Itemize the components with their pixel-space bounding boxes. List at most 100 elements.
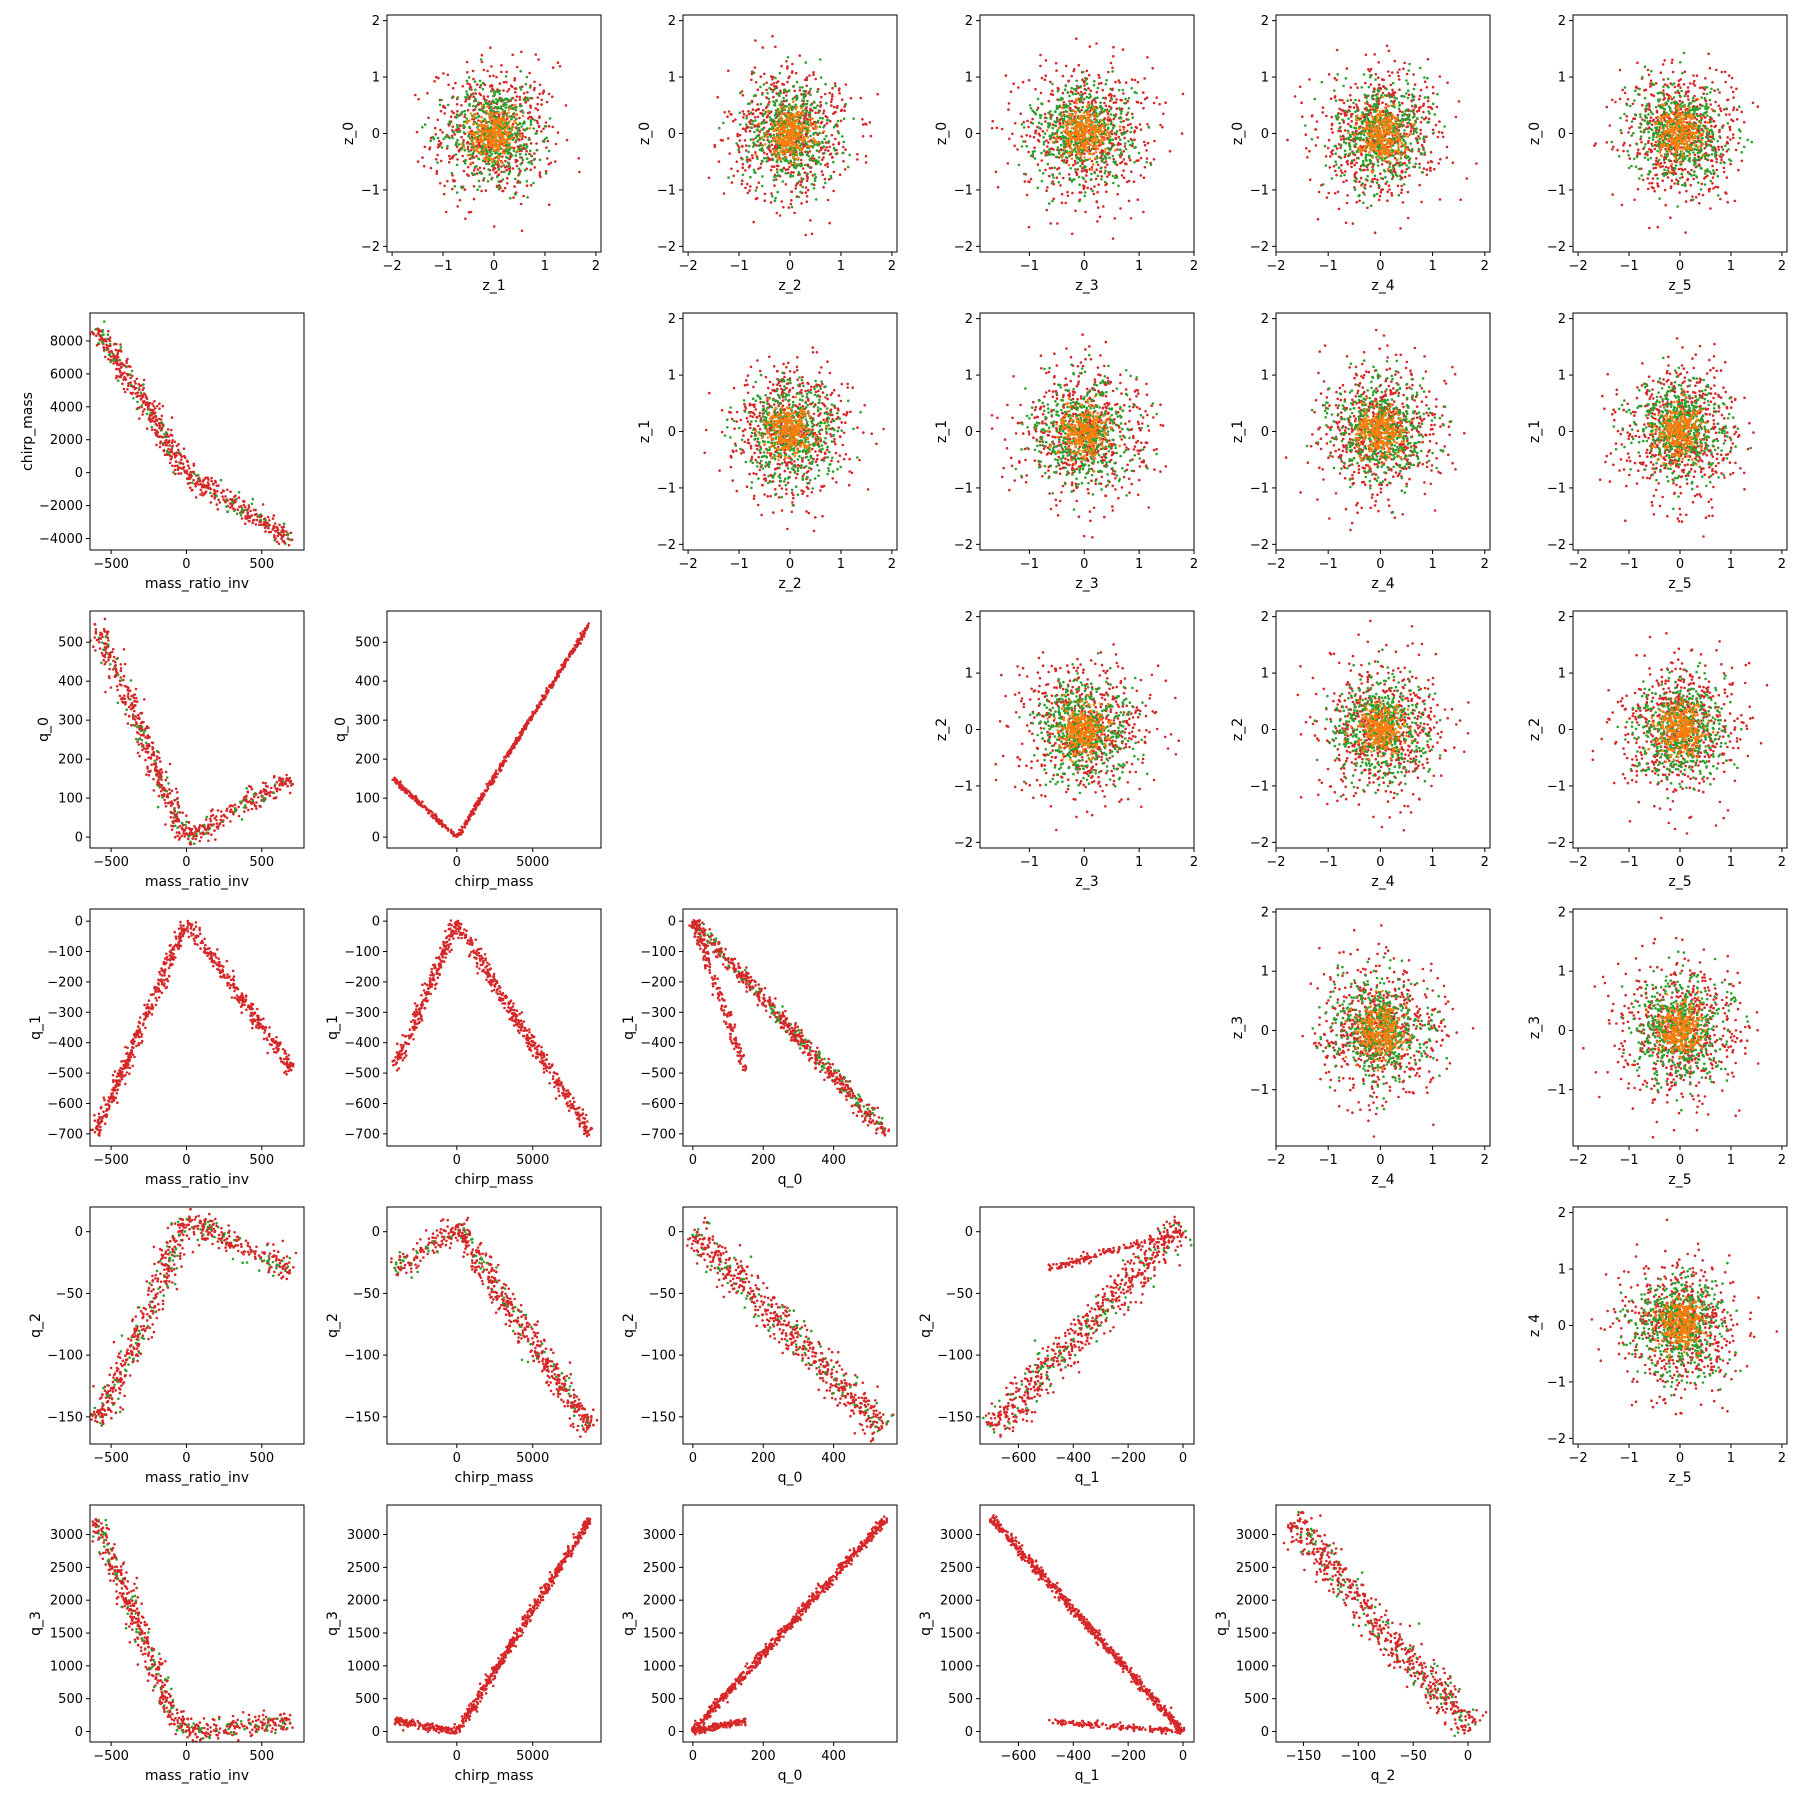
scatter-point: [717, 160, 721, 163]
scatter-point: [1123, 162, 1127, 165]
scatter-point: [448, 157, 452, 161]
scatter-point: [804, 191, 808, 194]
scatter-point: [1390, 191, 1393, 195]
scatter-point: [748, 129, 752, 133]
scatter-point: [801, 86, 804, 89]
scatter-point: [1054, 61, 1058, 65]
scatter-point: [756, 157, 759, 161]
scatter-point: [492, 140, 496, 143]
scatter-point: [1066, 194, 1070, 198]
scatter-point: [744, 186, 747, 190]
scatter-point: [787, 137, 790, 141]
scatter-point: [798, 173, 802, 176]
scatter-point: [1431, 85, 1435, 89]
scatter-point: [479, 58, 483, 61]
scatter-point: [1127, 118, 1130, 121]
scatter-point: [788, 104, 791, 107]
scatter-point: [1348, 147, 1352, 151]
scatter-point: [503, 120, 507, 123]
scatter-point: [1159, 123, 1162, 127]
scatter-point: [1082, 187, 1086, 190]
scatter-point: [1058, 104, 1061, 107]
scatter-point: [564, 104, 568, 107]
scatter-point: [1076, 121, 1080, 125]
scatter-point: [1406, 155, 1410, 158]
scatter-point: [439, 109, 443, 113]
scatter-point: [1365, 112, 1368, 116]
scatter-point: [805, 84, 808, 88]
scatter-point: [1396, 71, 1400, 74]
scatter-point: [1107, 115, 1110, 119]
scatter-point: [816, 104, 819, 107]
scatter-point: [781, 170, 784, 173]
scatter-point: [500, 116, 504, 119]
scatter-point: [1051, 140, 1055, 144]
scatter-point: [806, 136, 810, 139]
scatter-point: [497, 180, 501, 183]
scatter-point: [481, 81, 485, 85]
scatter-point: [825, 146, 828, 149]
scatter-point: [1103, 150, 1107, 154]
scatter-point: [1064, 84, 1068, 88]
scatter-point: [805, 153, 809, 157]
scatter-point: [1385, 44, 1389, 48]
scatter-point: [1369, 67, 1373, 71]
scatter-point: [450, 110, 454, 113]
scatter-point: [1128, 143, 1132, 147]
scatter-point: [1353, 158, 1356, 162]
scatter-point: [511, 138, 515, 142]
scatter-point: [760, 137, 763, 140]
scatter-point: [1094, 101, 1097, 104]
scatter-point: [820, 170, 824, 173]
scatter-point: [789, 202, 793, 206]
scatter-point: [1059, 143, 1063, 147]
scatter-point: [1099, 166, 1102, 170]
scatter-point: [736, 132, 739, 136]
scatter-point: [1385, 160, 1388, 164]
scatter-point: [487, 127, 490, 130]
scatter-point: [830, 104, 833, 107]
scatter-point: [1103, 161, 1106, 164]
scatter-point: [1120, 98, 1123, 102]
scatter-point: [812, 133, 815, 136]
scatter-point: [1109, 87, 1112, 91]
scatter-point: [1465, 177, 1469, 180]
scatter-point: [515, 95, 519, 98]
scatter-point: [463, 188, 467, 191]
scatter-point: [1331, 131, 1334, 134]
scatter-point: [1090, 159, 1094, 163]
scatter-point: [524, 82, 528, 86]
scatter-point: [504, 159, 507, 163]
scatter-point: [1025, 134, 1028, 137]
scatter-point: [503, 141, 507, 145]
scatter-point: [1130, 86, 1133, 90]
scatter-point: [728, 152, 731, 155]
scatter-point: [819, 162, 822, 166]
scatter-point: [755, 186, 759, 189]
scatter-point: [486, 180, 490, 183]
scatter-point: [779, 116, 783, 120]
scatter-point: [805, 78, 809, 82]
scatter-points: [990, 37, 1185, 240]
scatter-point: [832, 189, 835, 193]
scatter-point: [1321, 111, 1324, 114]
scatter-point: [505, 126, 509, 130]
scatter-point: [1398, 88, 1401, 91]
scatter-point: [822, 126, 825, 129]
scatter-point: [1082, 111, 1086, 115]
scatter-point: [1327, 191, 1330, 195]
scatter-point: [509, 99, 512, 102]
scatter-point: [514, 177, 517, 181]
scatter-point: [475, 104, 478, 108]
scatter-point: [476, 123, 480, 127]
scatter-point: [1119, 207, 1122, 210]
scatter-point: [1337, 207, 1341, 211]
scatter-point: [1405, 72, 1409, 76]
scatter-point: [1405, 168, 1408, 171]
scatter-point: [495, 101, 499, 104]
scatter-point: [805, 109, 808, 113]
scatter-point: [1092, 144, 1096, 148]
scatter-point: [781, 127, 785, 131]
scatter-point: [1088, 157, 1091, 161]
scatter-point: [1076, 98, 1079, 102]
